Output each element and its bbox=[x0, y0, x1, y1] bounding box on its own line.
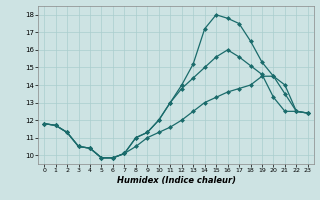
X-axis label: Humidex (Indice chaleur): Humidex (Indice chaleur) bbox=[116, 176, 236, 185]
